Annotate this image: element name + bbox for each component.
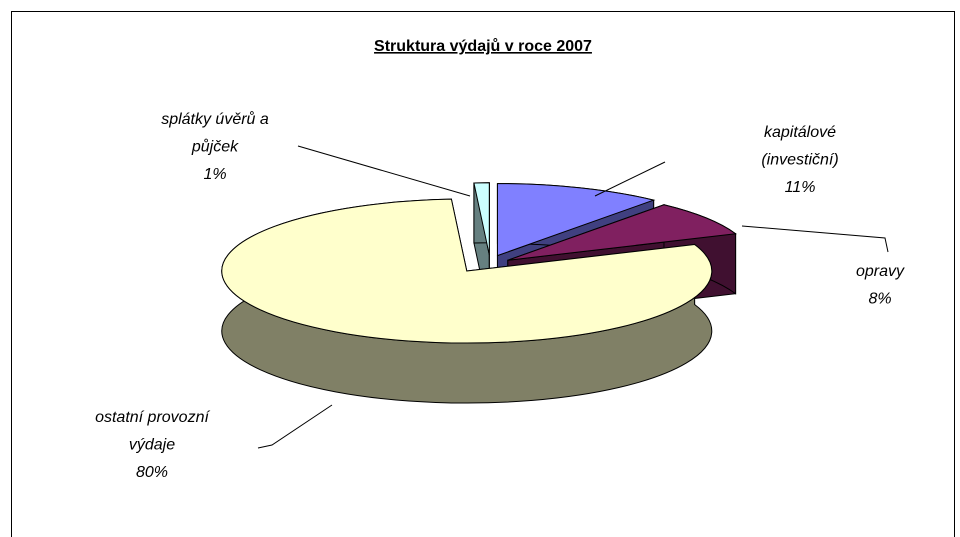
data-label-value: 80% bbox=[136, 464, 168, 481]
chart-frame bbox=[11, 11, 955, 537]
leader-line bbox=[257, 404, 333, 449]
slice bbox=[496, 183, 656, 257]
leader-line bbox=[594, 161, 666, 197]
data-label-value: 1% bbox=[203, 166, 226, 183]
data-label-name: splátky úvěrů a půjček bbox=[161, 110, 269, 156]
data-label-value: 8% bbox=[868, 291, 891, 308]
data-label-name: ostatní provozní výdaje bbox=[95, 409, 210, 454]
slice bbox=[473, 182, 490, 255]
leader-line bbox=[297, 145, 471, 197]
data-label-value: 11% bbox=[785, 179, 816, 196]
data-label-name: kapitálové (investiční) bbox=[761, 124, 838, 169]
slice bbox=[507, 204, 737, 261]
data-label-name: opravy bbox=[856, 263, 905, 280]
leader-line bbox=[741, 225, 889, 253]
slice bbox=[221, 198, 713, 344]
chart-title: Struktura výdajů v roce 2007 bbox=[374, 38, 592, 55]
